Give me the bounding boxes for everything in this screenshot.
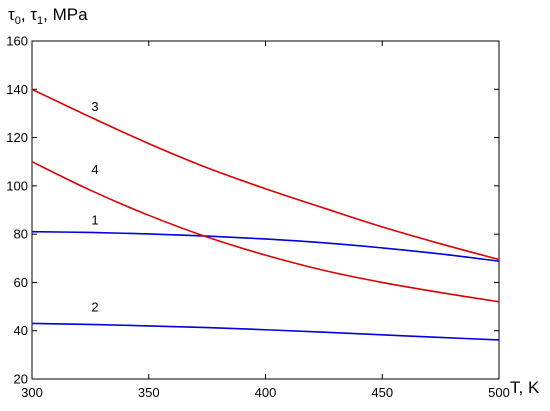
ticks-layer: 20 40 60 80 100 120 140 160 300 350 400 450 500 [6,34,510,401]
series-label-1: 1 [91,212,98,227]
x-axis-title: T, K [510,378,540,397]
x-tick-label: 400 [255,385,277,400]
y-axis-title-tau1: τ [30,5,37,24]
series-line-1 [31,230,500,262]
y-axis-title-sep: , [21,5,30,24]
x-tick-label: 500 [488,385,510,400]
y-axis-title-unit: , MPa [43,5,88,24]
y-tick-label: 20 [14,372,28,387]
y-tick-label: 160 [6,34,28,49]
y-tick-label: 120 [6,130,28,145]
series-label-4: 4 [91,162,98,177]
labels-layer: 1 2 3 4 [91,99,98,314]
y-tick-label: 140 [6,82,28,97]
x-tick-label: 300 [21,385,43,400]
series-line-2 [31,322,500,341]
series-layer [31,88,500,341]
x-tick-label: 450 [371,385,393,400]
series-label-3: 3 [91,99,98,114]
series-line-4 [31,160,500,303]
y-axis-title-tau0: τ [8,5,15,24]
y-tick-label: 100 [6,178,28,193]
plot-frame [31,40,500,380]
x-tick-label: 350 [138,385,160,400]
y-axis-title: τ0, τ1, MPa [8,5,88,27]
series-label-2: 2 [91,299,98,314]
y-axis-title-sub1: 1 [37,15,43,27]
y-tick-label: 40 [14,323,28,338]
y-tick-label: 80 [14,227,28,242]
y-axis-title-sub0: 0 [15,15,21,27]
y-tick-label: 60 [14,275,28,290]
series-line-3 [31,88,500,261]
